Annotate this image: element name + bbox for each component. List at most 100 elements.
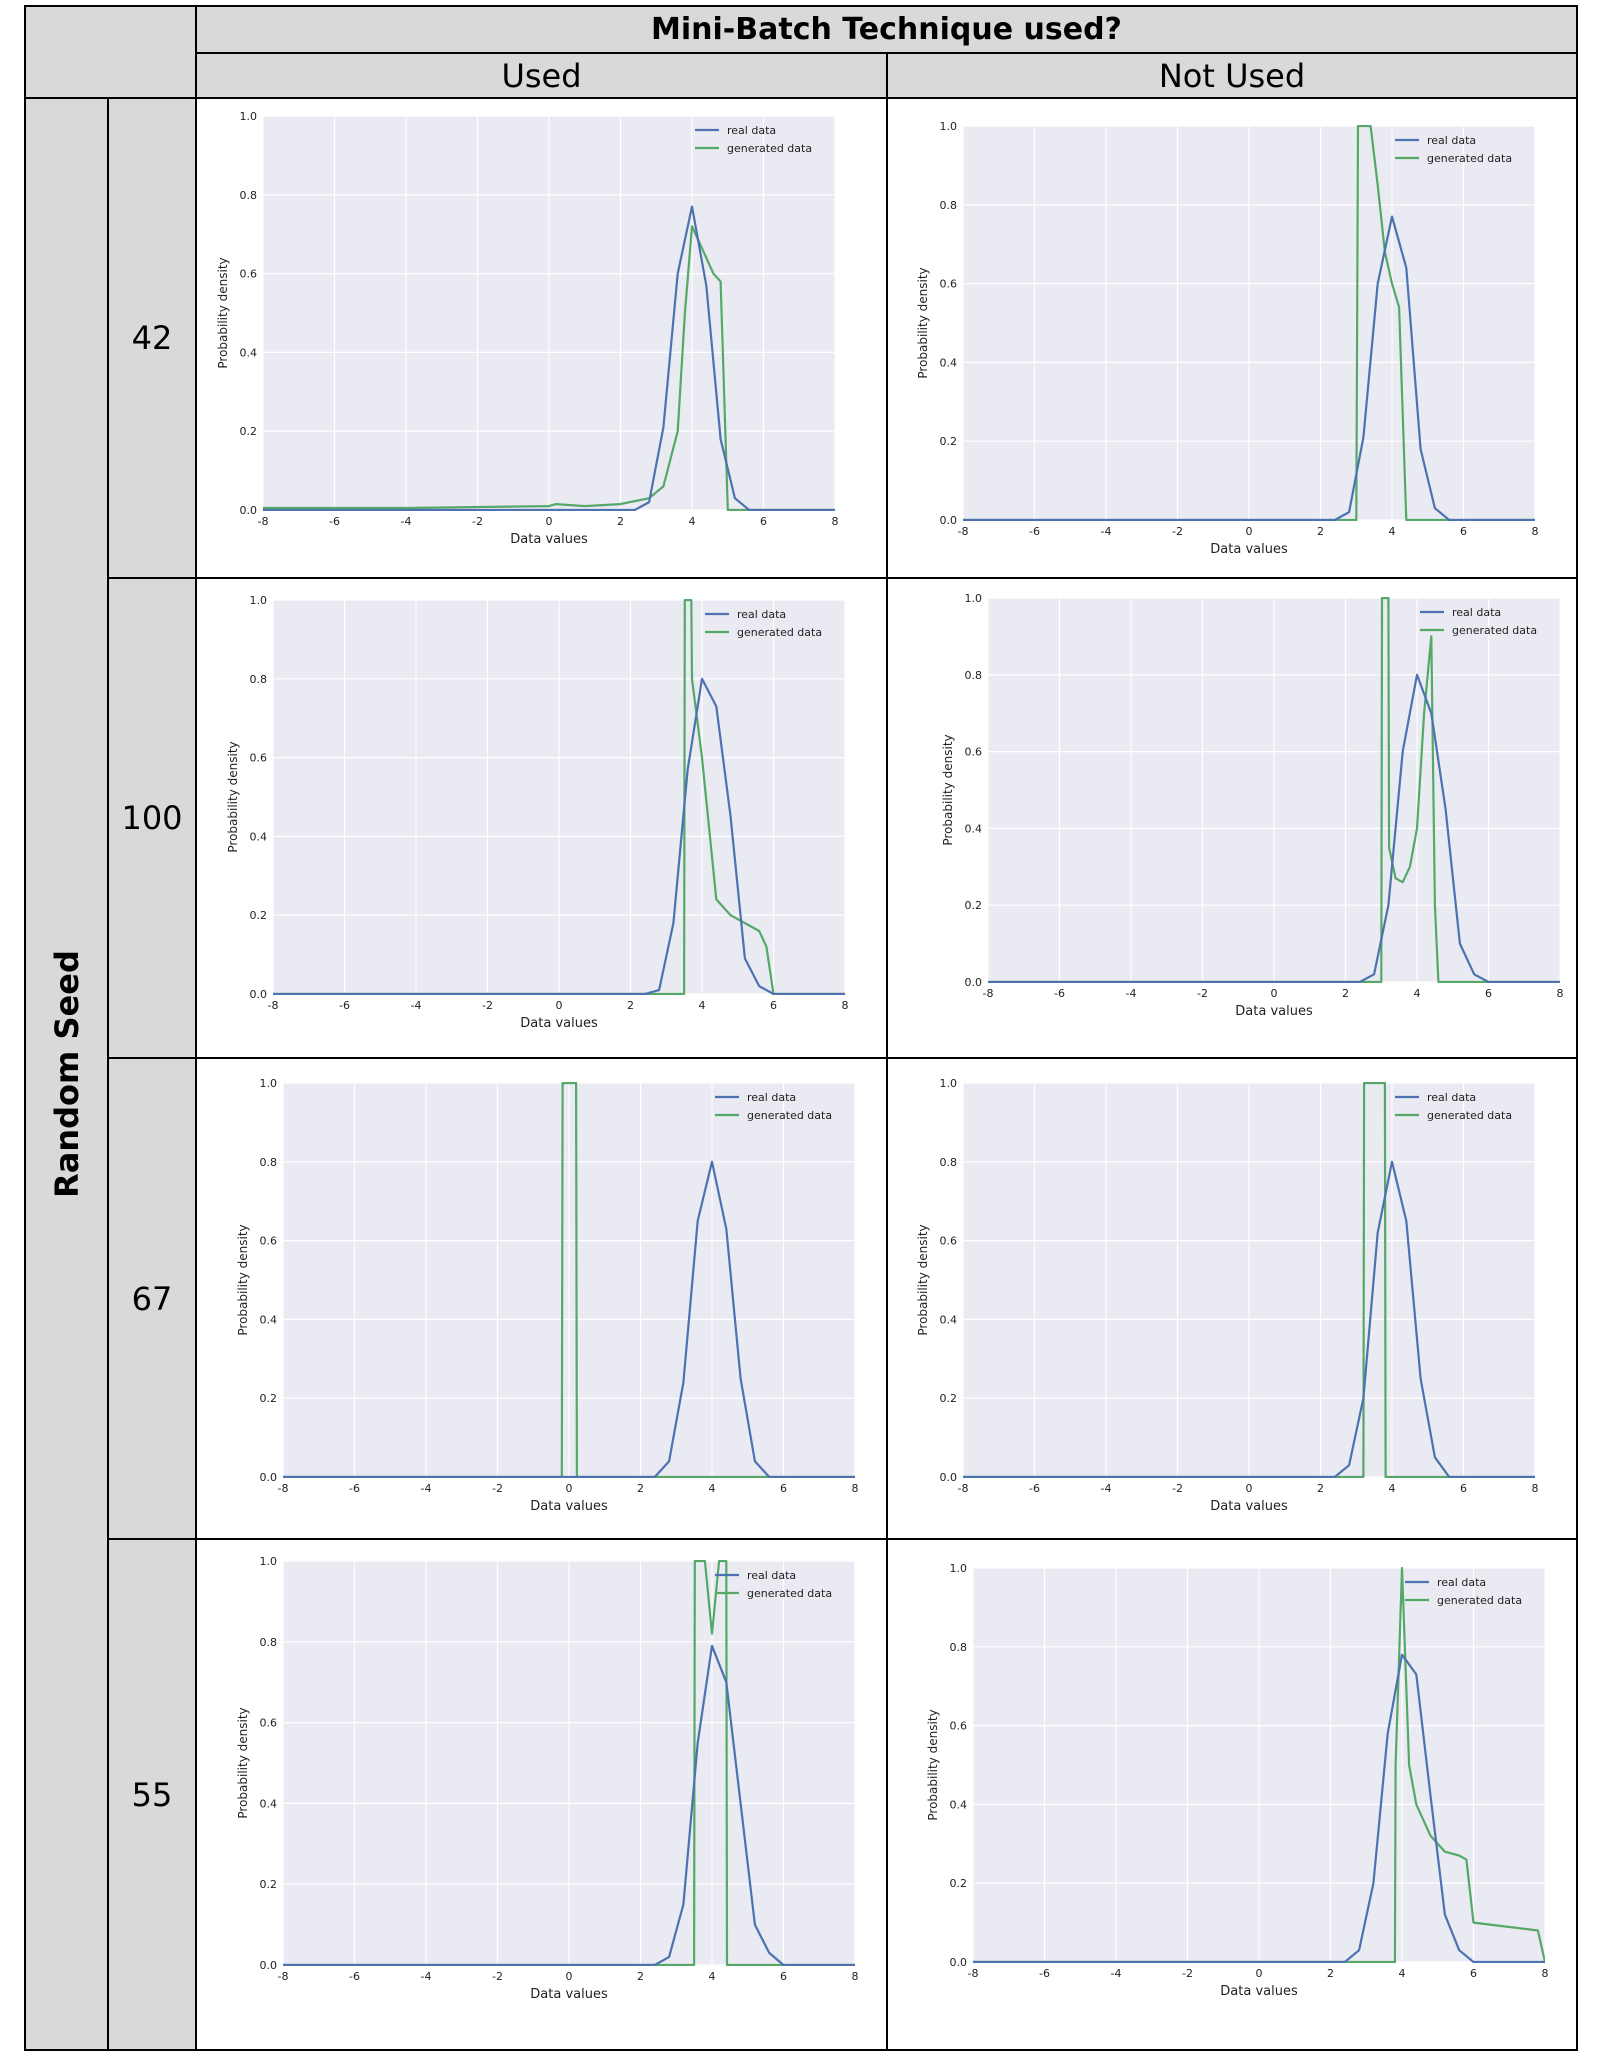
x-tick-label: -8 [278,1970,289,1983]
x-tick-label: 8 [1542,1967,1549,1980]
x-tick-label: -4 [421,1482,432,1495]
seed-label: 55 [108,1539,196,2050]
x-tick-label: -4 [411,999,422,1012]
x-tick-label: 4 [1414,987,1421,1000]
legend-entry: real data [1452,606,1501,619]
legend-entry: real data [1437,1576,1486,1589]
y-tick-label: 0.0 [965,976,983,989]
y-axis-label: Probability density [916,1224,930,1335]
x-tick-label: 2 [627,999,634,1012]
x-tick-label: -4 [1126,987,1137,1000]
x-tick-label: 8 [1532,1482,1539,1495]
y-tick-label: 0.4 [950,1798,968,1811]
legend-entry: generated data [727,142,812,155]
generated-data-line [973,1567,1545,1963]
x-tick-label: 2 [1327,1967,1334,1980]
column-header-not-used: Not Used [887,53,1577,98]
legend-entry: real data [747,1091,796,1104]
x-tick-label: 8 [1532,525,1539,538]
y-tick-label: 0.4 [250,830,268,843]
y-tick-label: 0.8 [965,669,983,682]
chart-seed42-used: -8 -6 -4 -2 0 2 4 6 8 0.0 0.2 0.4 0.6 0.8 1.0 Data valu… [216,110,839,547]
y-tick-label: 0.6 [250,752,268,765]
real-data-line [283,1160,855,1478]
real-data-line [263,205,835,511]
x-tick-label: -6 [1054,987,1065,1000]
real-data-line [283,1644,855,1966]
x-tick-label: 6 [780,1482,787,1495]
x-tick-label: -4 [401,515,412,528]
x-tick-label: 2 [637,1482,644,1495]
real-data-line [973,1653,1545,1963]
y-tick-label: 0.8 [940,1156,958,1169]
chart-seed55-used: -8 -6 -4 -2 0 2 4 6 8 0.0 0.2 0.4 0.6 0.8 1.0 Data valu… [236,1555,859,2002]
y-tick-label: 0.2 [260,1878,278,1891]
corner-cell [25,6,196,98]
y-tick-label: 0.4 [940,1313,958,1326]
x-tick-label: 4 [1389,525,1396,538]
y-tick-label: 0.2 [940,1392,958,1405]
y-axis-label: Probability density [216,257,230,368]
y-axis-label: Probability density [941,734,955,845]
y-tick-label: 1.0 [965,592,983,605]
x-tick-label: 8 [842,999,849,1012]
y-tick-label: 0.8 [240,189,258,202]
y-tick-label: 1.0 [940,1077,958,1090]
x-tick-label: -6 [1029,1482,1040,1495]
legend-entry: real data [737,608,786,621]
x-tick-label: 6 [760,515,767,528]
x-tick-label: 0 [1246,1482,1253,1495]
x-tick-label: 8 [1557,987,1564,1000]
seed-label: 100 [108,578,196,1058]
y-tick-label: 1.0 [240,110,258,123]
y-axis-label: Probability density [236,1707,250,1818]
x-tick-label: 4 [689,515,696,528]
y-tick-label: 1.0 [250,594,268,607]
chart-seed67-not-used: -8 -6 -4 -2 0 2 4 6 8 0.0 0.2 0.4 0.6 0.8 1.0 Data valu… [916,1077,1539,1514]
y-tick-label: 0.2 [940,435,958,448]
generated-data-line [283,1560,855,1966]
x-tick-label: -2 [492,1482,503,1495]
x-tick-label: -8 [983,987,994,1000]
x-axis-label: Data values [1210,542,1288,557]
legend-entry: real data [747,1569,796,1582]
x-tick-label: 2 [637,1970,644,1983]
x-tick-label: 2 [1317,525,1324,538]
x-axis-label: Data values [1210,1499,1288,1514]
x-tick-label: -8 [278,1482,289,1495]
y-tick-label: 0.2 [260,1392,278,1405]
x-tick-label: -2 [1197,987,1208,1000]
y-tick-label: 0.2 [950,1877,968,1890]
x-tick-label: 8 [832,515,839,528]
chart-seed42-not-used: -8 -6 -4 -2 0 2 4 6 8 0.0 0.2 0.4 0.6 0.8 1.0 Data valu… [916,120,1539,557]
y-tick-label: 1.0 [940,120,958,133]
x-tick-label: -2 [472,515,483,528]
legend-entry: generated data [1427,152,1512,165]
x-tick-label: -8 [958,1482,969,1495]
y-tick-label: 0.6 [950,1720,968,1733]
y-tick-label: 0.0 [940,514,958,527]
x-axis-label: Data values [1235,1004,1313,1019]
x-tick-label: -6 [349,1482,360,1495]
y-tick-label: 0.8 [950,1641,968,1654]
x-tick-label: 6 [1460,1482,1467,1495]
y-tick-label: 0.0 [950,1956,968,1969]
x-tick-label: 0 [1256,1967,1263,1980]
seed-label: 67 [108,1058,196,1539]
y-tick-label: 0.6 [260,1717,278,1730]
legend-entry: generated data [747,1109,832,1122]
x-axis-label: Data values [530,1499,608,1514]
real-data-line [963,1160,1535,1478]
x-tick-label: -2 [1172,525,1183,538]
x-tick-label: -8 [268,999,279,1012]
x-tick-label: -4 [1111,1967,1122,1980]
y-axis-label: Probability density [236,1224,250,1335]
x-axis-label: Data values [510,532,588,547]
y-tick-label: 0.2 [250,909,268,922]
y-tick-label: 0.0 [260,1471,278,1484]
x-tick-label: 6 [1470,1967,1477,1980]
x-tick-label: -4 [421,1970,432,1983]
legend-entry: real data [727,124,776,137]
y-tick-label: 0.8 [250,673,268,686]
